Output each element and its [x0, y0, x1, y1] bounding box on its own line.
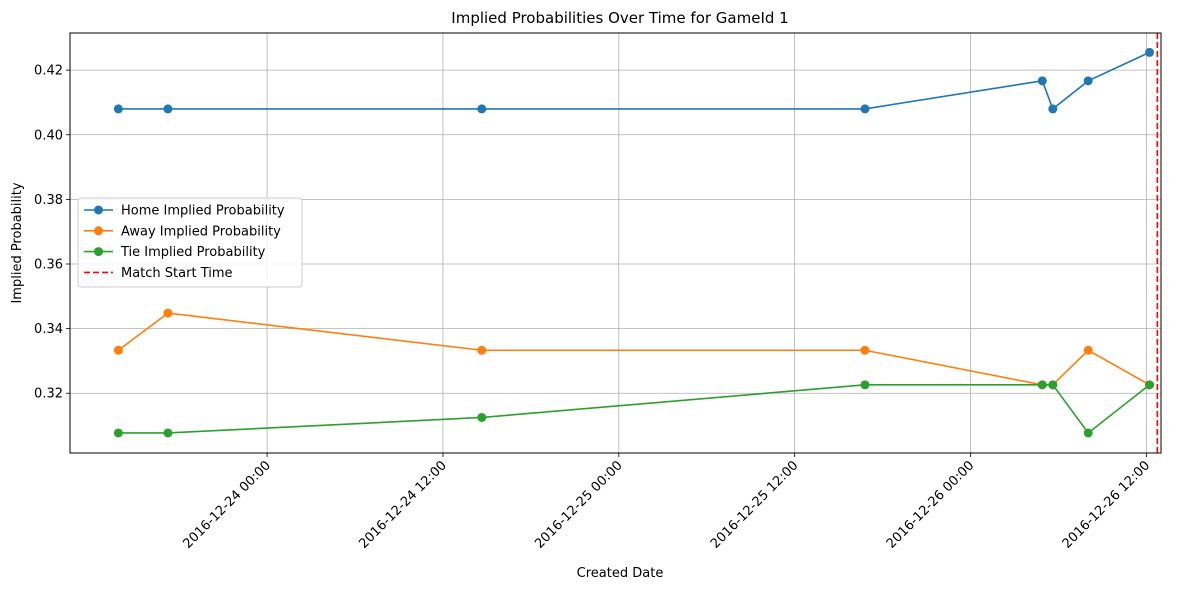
x-axis: 2016-12-24 00:00 2016-12-24 12:00 2016-12-… — [180, 453, 1153, 552]
data-point — [1048, 104, 1058, 114]
data-point — [860, 345, 870, 355]
x-tick-label: 2016-12-25 12:00 — [708, 458, 801, 551]
y-tick-label: 0.42 — [34, 64, 63, 79]
data-point — [1145, 47, 1155, 57]
data-point — [163, 308, 173, 318]
data-point — [163, 104, 173, 114]
x-tick-label: 2016-12-24 12:00 — [356, 458, 449, 551]
data-point — [163, 428, 173, 438]
data-point — [1083, 76, 1093, 86]
series-2 — [113, 308, 1155, 390]
y-tick-label: 0.34 — [34, 322, 63, 337]
data-point — [1145, 380, 1155, 390]
data-point — [860, 380, 870, 390]
series-line — [118, 384, 1151, 435]
data-point — [113, 345, 123, 355]
legend-swatch-marker — [94, 247, 103, 257]
data-point — [477, 104, 487, 114]
legend-label: Match Start Time — [121, 266, 233, 281]
data-point — [113, 104, 123, 114]
series-line — [117, 312, 1150, 386]
y-tick-label: 0.38 — [34, 193, 63, 208]
data-point — [860, 104, 870, 114]
data-point — [477, 412, 487, 422]
x-tick-label: 2016-12-26 12:00 — [1060, 458, 1153, 551]
series-group — [113, 47, 1155, 438]
series-3 — [113, 380, 1155, 438]
data-point — [1083, 345, 1093, 355]
data-point — [1083, 428, 1093, 438]
y-tick-label: 0.32 — [34, 387, 63, 402]
data-point — [113, 428, 123, 438]
x-tick-label: 2016-12-25 00:00 — [532, 458, 625, 551]
legend-label: Tie Implied Probability — [120, 245, 266, 260]
plot-frame — [69, 32, 1162, 454]
legend-swatch-marker — [94, 226, 103, 236]
legend-label: Home Implied Probability — [121, 204, 285, 219]
y-tick-label: 0.36 — [34, 258, 63, 273]
legend-label: Away Implied Probability — [121, 224, 281, 239]
legend-swatch-marker — [94, 205, 103, 215]
series-line — [118, 51, 1150, 111]
data-point — [1048, 380, 1058, 390]
data-point — [1037, 380, 1047, 390]
y-axis: 0.32 0.34 0.36 0.38 0.40 0.42 — [34, 64, 70, 402]
series-1 — [113, 47, 1155, 114]
chart-title: Implied Probabilities Over Time for Game… — [451, 9, 788, 27]
x-tick-label: 2016-12-26 00:00 — [884, 458, 977, 551]
legend: Home Implied Probability Away Implied Pro… — [77, 197, 303, 288]
x-axis-label: Created Date — [577, 566, 664, 581]
y-axis-label: Implied Probability — [10, 182, 25, 303]
x-tick-label: 2016-12-24 00:00 — [180, 458, 273, 551]
legend-box — [77, 197, 303, 288]
data-point — [477, 345, 487, 355]
data-point — [1037, 76, 1047, 86]
y-tick-label: 0.40 — [34, 128, 63, 143]
